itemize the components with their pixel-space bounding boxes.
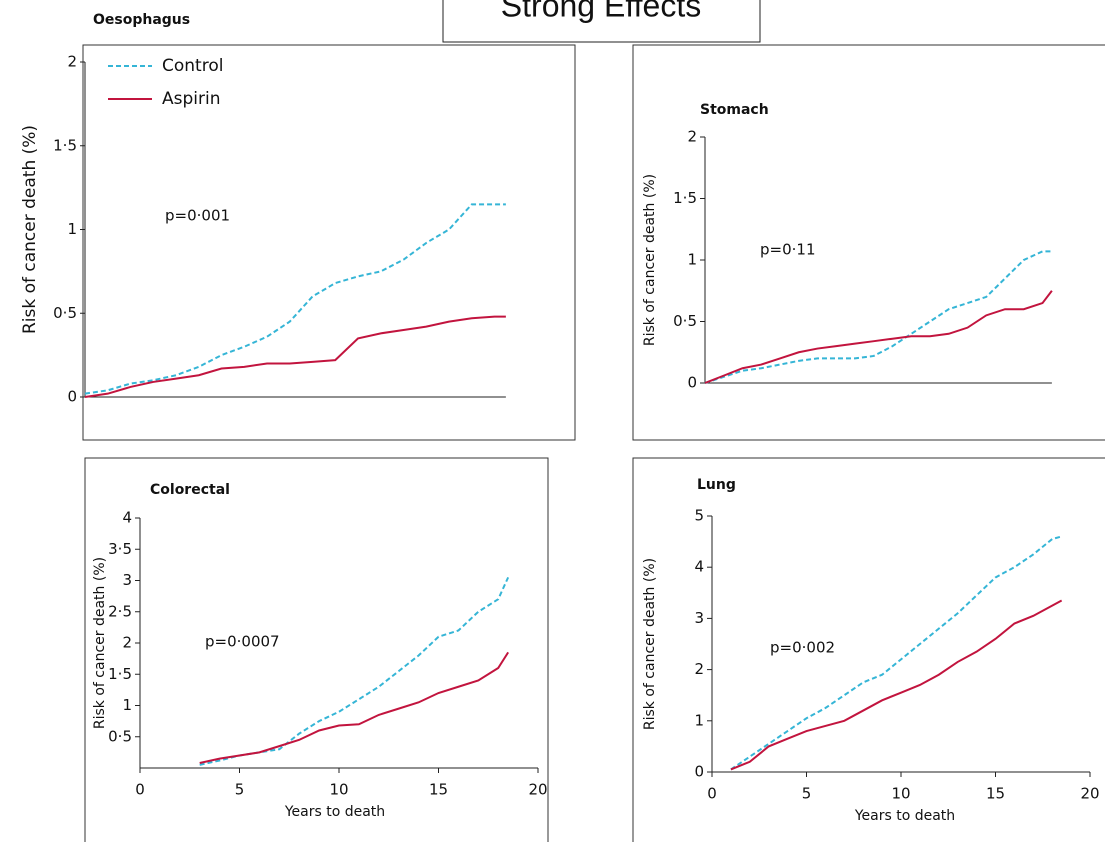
y-tick-label: 3 (122, 571, 132, 589)
y-tick-label: 0·5 (53, 304, 77, 322)
chart-title: Lung (697, 477, 736, 493)
series-line (84, 315, 506, 398)
series-line (704, 250, 1052, 384)
x-axis-label: Years to death (284, 804, 385, 820)
panel-frame (84, 457, 549, 842)
series-line (730, 599, 1063, 771)
y-tick-label: 4 (694, 558, 704, 576)
y-tick-label: 4 (122, 509, 132, 527)
y-axis-label: Risk of cancer death (%) (92, 557, 108, 729)
y-tick-label: 0 (67, 388, 77, 406)
x-tick-label: 20 (528, 781, 547, 799)
panel-frame (632, 457, 1105, 842)
y-tick-label: 5 (694, 507, 704, 525)
panel-frame (632, 44, 1105, 441)
chart-title: Stomach (700, 102, 769, 118)
series-line (199, 576, 510, 766)
y-tick-label: 2 (687, 128, 697, 146)
y-tick-label: 1·5 (53, 136, 77, 154)
y-axis-label: Risk of cancer death (%) (642, 558, 658, 730)
x-tick-label: 0 (707, 785, 717, 803)
chart-title: Oesophagus (93, 12, 190, 28)
series-line (199, 651, 509, 764)
y-tick-label: 2·5 (108, 602, 132, 620)
annotation: p=0·0007 (205, 633, 280, 651)
y-tick-label: 1·5 (673, 189, 697, 207)
x-tick-label: 10 (891, 785, 910, 803)
y-tick-label: 0 (694, 763, 704, 781)
chart-panel: Lung Risk of cancer death (%) Years to dea… (632, 457, 1105, 842)
x-tick-label: 15 (429, 781, 448, 799)
chart-panel: Oesophagus Risk of cancer death (%) p=0·00… (20, 12, 576, 441)
x-tick-label: 0 (135, 781, 145, 799)
y-axis-label: Risk of cancer death (%) (20, 125, 40, 334)
x-tick-label: 5 (802, 785, 812, 803)
panel-frame (82, 44, 576, 441)
chart-title: Colorectal (150, 482, 230, 498)
y-tick-label: 1 (67, 220, 77, 238)
y-tick-label: 1 (122, 696, 132, 714)
y-tick-label: 2 (67, 53, 77, 71)
y-tick-label: 0·5 (673, 312, 697, 330)
title-box (442, 0, 761, 43)
y-tick-label: 0·5 (108, 727, 132, 745)
chart-panel: Stomach Risk of cancer death (%) p=0·11 0 0·… (632, 44, 1105, 441)
x-tick-label: 15 (986, 785, 1005, 803)
annotation: p=0·001 (165, 207, 230, 225)
legend-label: Aspirin (162, 89, 221, 109)
annotation: p=0·002 (770, 639, 835, 657)
x-tick-label: 5 (235, 781, 245, 799)
series-line (704, 290, 1053, 384)
y-axis-label: Risk of cancer death (%) (642, 174, 658, 346)
y-tick-label: 1·5 (108, 665, 132, 683)
x-tick-label: 20 (1080, 785, 1099, 803)
y-tick-label: 1 (694, 711, 704, 729)
series-line (730, 535, 1062, 771)
y-tick-label: 2 (122, 634, 132, 652)
y-tick-label: 3·5 (108, 540, 132, 558)
x-axis-label: Years to death (854, 808, 955, 824)
chart-panel: Colorectal Risk of cancer death (%) Years … (84, 457, 549, 842)
series-line (84, 203, 506, 395)
y-tick-label: 0 (687, 374, 697, 392)
slide-title: Strong Effects (501, 0, 701, 23)
y-tick-label: 2 (694, 660, 704, 678)
y-tick-label: 1 (687, 251, 697, 269)
annotation: p=0·11 (760, 241, 816, 259)
y-tick-label: 3 (694, 609, 704, 627)
legend-label: Control (162, 56, 223, 76)
x-tick-label: 10 (329, 781, 348, 799)
